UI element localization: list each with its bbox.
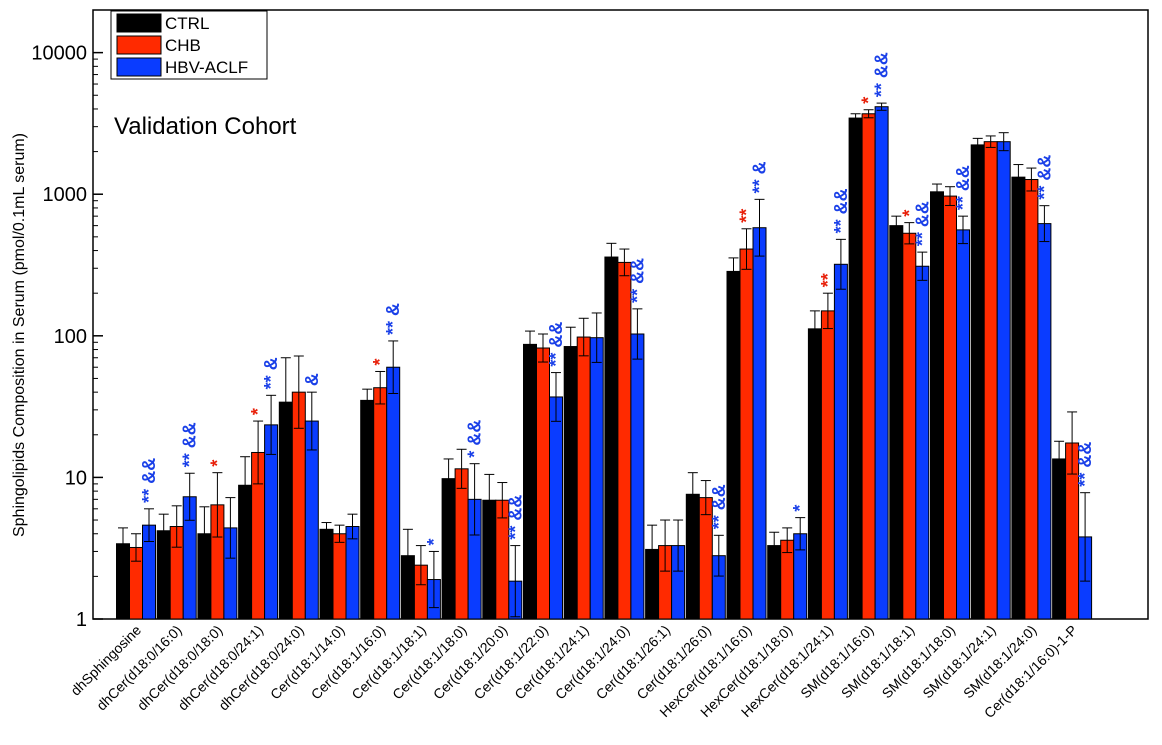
bar xyxy=(589,337,604,620)
bar xyxy=(630,333,645,620)
x-tick-label: dhSphingosine xyxy=(67,622,144,699)
significance-mark: & xyxy=(302,373,322,386)
bar xyxy=(1052,458,1067,620)
bar xyxy=(726,270,741,620)
bar xyxy=(319,528,334,620)
legend-swatch-ctrl xyxy=(116,13,162,33)
significance-mark: ** && xyxy=(1075,442,1095,487)
legend-swatch-hbv-aclf xyxy=(116,57,162,77)
bar xyxy=(820,310,835,620)
bar xyxy=(956,229,970,620)
y-tick-label: 1 xyxy=(76,609,87,631)
bar xyxy=(549,396,563,620)
significance-mark: * xyxy=(899,210,919,217)
significance-mark: ** xyxy=(818,273,838,287)
significance-mark: ** && xyxy=(872,52,892,97)
bar xyxy=(523,343,537,620)
legend-label-ctrl: CTRL xyxy=(165,14,209,33)
bar xyxy=(943,195,957,620)
significance-mark: * && xyxy=(465,420,485,458)
bar xyxy=(332,533,347,620)
cohort-title: Validation Cohort xyxy=(114,113,297,140)
legend: CTRL CHB HBV-ACLF xyxy=(110,10,268,80)
significance-mark: * xyxy=(859,97,879,104)
x-tick-label: SM(d18:1/18:1) xyxy=(838,622,918,702)
bar xyxy=(576,336,591,620)
bar xyxy=(983,141,998,620)
bars xyxy=(116,102,1093,620)
y-tick-label: 100 xyxy=(54,326,87,348)
significance-mark: ** && xyxy=(1034,155,1054,200)
x-tick-label: SM(d18:1/18:0) xyxy=(879,622,959,702)
significance-mark: ** && xyxy=(709,484,729,529)
bar xyxy=(373,387,388,620)
bar xyxy=(345,526,360,620)
bar xyxy=(930,191,944,620)
significance-mark: ** && xyxy=(505,495,525,540)
bar xyxy=(304,420,319,620)
significance-mark: * xyxy=(370,358,390,365)
significance-mark: * xyxy=(207,460,227,467)
x-tick-label: SM(d18:1/24:0) xyxy=(960,622,1040,702)
bar xyxy=(889,225,904,620)
significance-mark: ** && xyxy=(546,322,566,367)
bar xyxy=(848,117,863,620)
bar xyxy=(915,265,930,620)
bar xyxy=(1011,176,1026,620)
significance-mark: ** & xyxy=(261,357,281,389)
bar xyxy=(807,328,822,620)
significance-mark: ** && xyxy=(627,258,647,303)
significance-mark: ** & xyxy=(750,161,770,193)
bar xyxy=(454,468,469,620)
legend-swatch-chb xyxy=(116,35,162,55)
bar xyxy=(833,263,848,620)
bar xyxy=(861,113,876,620)
bar xyxy=(739,248,754,620)
x-tick-label: SM(d18:1/16:0) xyxy=(797,622,877,702)
y-axis-label: Sphingolipids Composition in Serum (pmol… xyxy=(11,133,28,537)
bar xyxy=(1037,223,1052,620)
bar xyxy=(902,232,917,620)
bar xyxy=(1024,179,1039,620)
significance-mark: ** && xyxy=(912,201,932,246)
bar xyxy=(996,141,1011,620)
bar xyxy=(874,106,889,620)
significance-mark: * xyxy=(790,505,810,512)
significance-mark: ** & xyxy=(383,303,403,335)
y-tick-label: 10 xyxy=(65,467,87,489)
legend-label-hbv-aclf: HBV-ACLF xyxy=(165,58,248,77)
y-tick-label: 1000 xyxy=(43,184,88,206)
significance-mark: ** && xyxy=(953,165,973,210)
bar xyxy=(536,347,550,620)
significance-mark: ** && xyxy=(831,188,851,233)
bar xyxy=(604,256,619,620)
bar xyxy=(360,399,375,620)
significance-mark: ** xyxy=(737,209,757,223)
significance-mark: ** && xyxy=(180,422,200,467)
bar xyxy=(970,144,985,620)
y-tick-label: 10000 xyxy=(31,43,87,65)
bar xyxy=(441,478,456,620)
bar xyxy=(617,261,632,620)
bar xyxy=(386,366,401,620)
significance-mark: * xyxy=(424,538,444,545)
legend-label-chb: CHB xyxy=(165,36,201,55)
significance-mark: ** && xyxy=(139,458,159,503)
bar xyxy=(752,227,767,620)
significance-mark: * xyxy=(248,408,268,415)
bar xyxy=(563,346,578,620)
x-tick-label: SM(d18:1/24:1) xyxy=(919,622,999,702)
significance-annotations: ** &&** && **** & &*** &** &&** &&** &&** … xyxy=(139,52,1095,545)
